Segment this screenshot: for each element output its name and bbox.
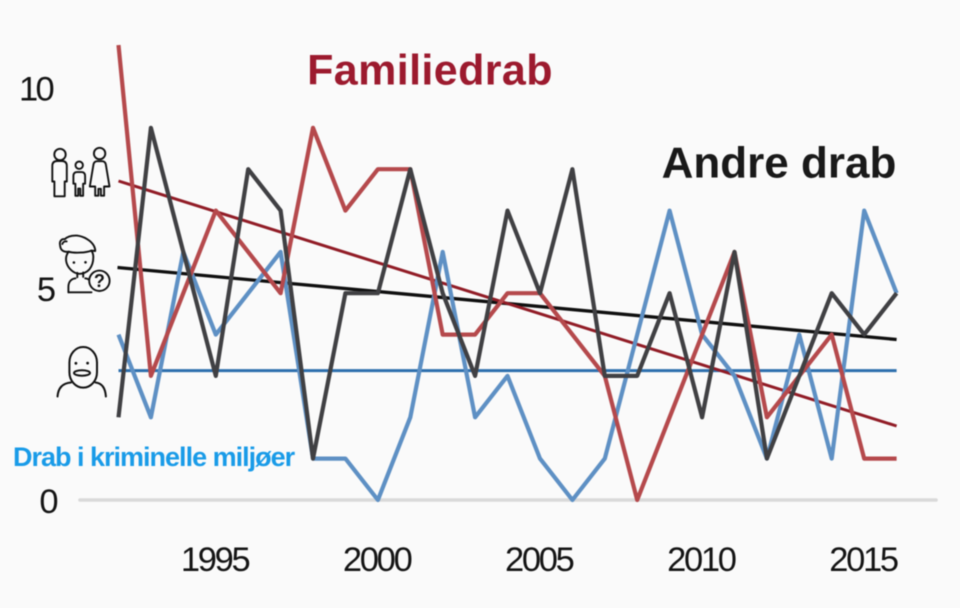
svg-text:2000: 2000	[343, 541, 412, 579]
svg-text:5: 5	[37, 271, 56, 309]
svg-text:2005: 2005	[505, 541, 574, 579]
svg-text:1995: 1995	[181, 541, 250, 579]
svg-text:2015: 2015	[829, 541, 898, 579]
svg-text:Drab i kriminelle miljøer: Drab i kriminelle miljøer	[13, 442, 296, 472]
svg-text:?: ?	[94, 271, 105, 291]
svg-text:10: 10	[19, 71, 53, 109]
svg-text:2010: 2010	[667, 541, 736, 579]
svg-text:Familiedrab: Familiedrab	[307, 47, 553, 95]
svg-text:0: 0	[39, 483, 58, 521]
svg-text:Andre drab: Andre drab	[662, 139, 897, 188]
